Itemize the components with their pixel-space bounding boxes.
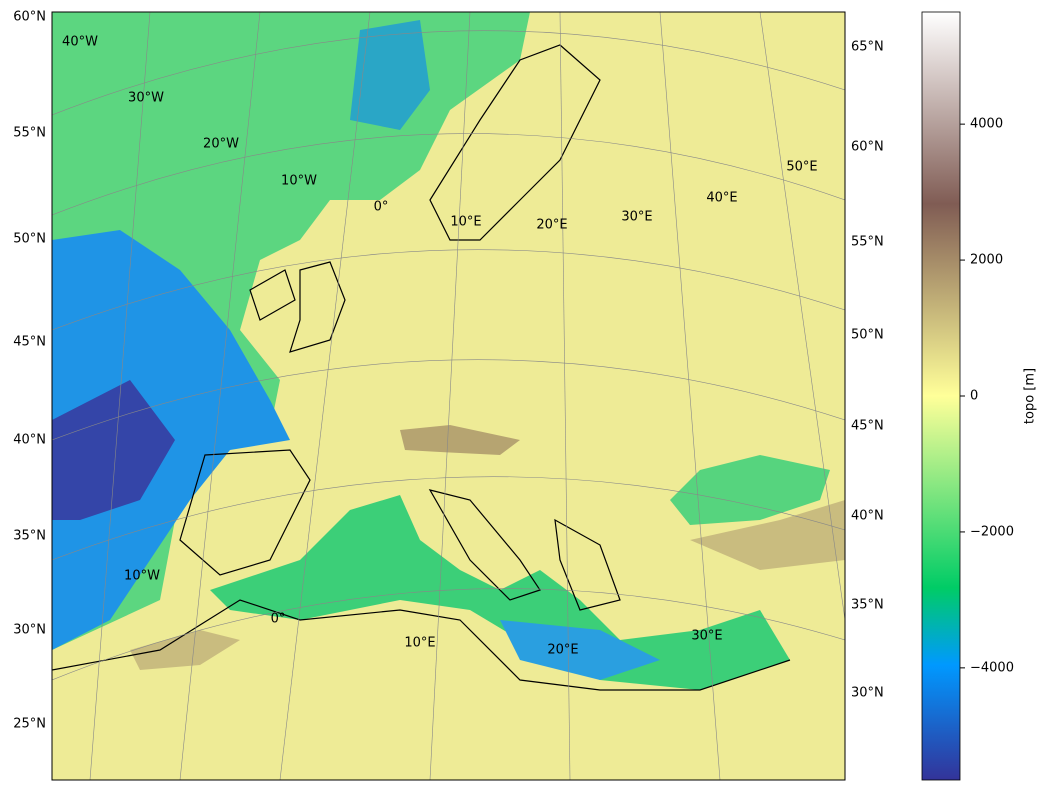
colorbar-tick-label: 0 — [970, 389, 978, 404]
lon-label: 0° — [374, 200, 389, 215]
coastlines — [52, 44, 791, 691]
lon-label: 20°E — [547, 643, 578, 658]
lat-label: 60°N — [13, 10, 46, 25]
lon-label: 20°W — [203, 137, 239, 152]
colorbar-tick-label: 2000 — [970, 253, 1003, 268]
lon-label: 30°E — [691, 629, 722, 644]
lat-label: 35°N — [851, 598, 884, 613]
lat-label: 50°N — [851, 328, 884, 343]
lon-label: 10°W — [124, 569, 160, 584]
lat-label: 40°N — [851, 509, 884, 524]
lon-label: 20°E — [536, 218, 567, 233]
lat-label: 60°N — [851, 140, 884, 155]
mediterranean — [210, 495, 790, 690]
lat-label: 45°N — [851, 419, 884, 434]
lat-label: 45°N — [13, 335, 46, 350]
lon-label: 40°E — [706, 191, 737, 206]
lon-label: 30°W — [128, 91, 164, 106]
colorbar-tick-label: −4000 — [970, 660, 1014, 675]
lat-label: 65°N — [851, 40, 884, 55]
colorbar-tick-label: 4000 — [970, 117, 1003, 132]
lon-label: 10°W — [281, 174, 317, 189]
graticule — [52, 12, 845, 780]
lat-label: 35°N — [13, 529, 46, 544]
lat-label: 50°N — [13, 232, 46, 247]
alps — [400, 425, 520, 455]
lat-label: 40°N — [13, 433, 46, 448]
colorbar-tick-label: −2000 — [970, 524, 1014, 539]
map-frame — [51, 11, 846, 781]
lat-label: 30°N — [13, 623, 46, 638]
lat-label: 30°N — [851, 686, 884, 701]
colorbar-label: topo [m] — [1023, 368, 1038, 424]
lon-label: 50°E — [786, 160, 817, 175]
anatolia — [690, 500, 845, 570]
norwegian-sea — [350, 20, 430, 130]
abyss — [52, 380, 175, 520]
map — [52, 12, 845, 780]
atlas — [130, 630, 240, 670]
lon-label: 10°E — [404, 636, 435, 651]
black-sea — [670, 455, 830, 525]
colorbar — [921, 11, 961, 781]
lat-label: 25°N — [13, 717, 46, 732]
lon-label: 0° — [271, 612, 286, 627]
lon-label: 10°E — [450, 215, 481, 230]
lat-label: 55°N — [13, 126, 46, 141]
lon-label: 40°W — [62, 35, 98, 50]
lon-label: 30°E — [621, 210, 652, 225]
lat-label: 55°N — [851, 235, 884, 250]
ionian-sea — [500, 620, 660, 680]
